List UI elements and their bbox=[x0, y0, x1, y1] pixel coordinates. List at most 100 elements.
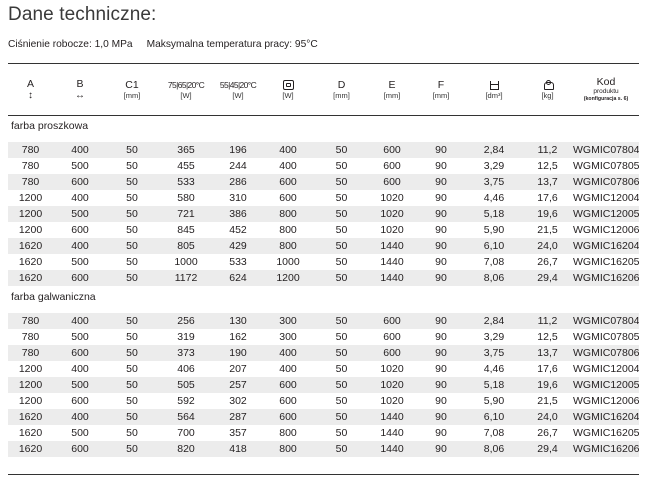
cell-code: WGMIC078060 bbox=[573, 174, 639, 190]
section-title: farba galwaniczna bbox=[11, 290, 96, 303]
cell-vol: 6,10 bbox=[466, 238, 522, 254]
cell-d: 50 bbox=[335, 224, 348, 236]
cell-vol: 4,46 bbox=[483, 192, 505, 204]
cell-mass: 19,6 bbox=[522, 206, 573, 222]
cell-b: 500 bbox=[53, 206, 107, 222]
cell-c1: 50 bbox=[107, 377, 157, 393]
cell-code: WGMIC162050 bbox=[573, 427, 639, 439]
cell-pel: 1200 bbox=[261, 270, 315, 286]
col-header-power-55: 55|45|20°C [W] bbox=[219, 80, 257, 100]
cell-c1: 50 bbox=[126, 256, 138, 268]
cell-a: 780 bbox=[8, 142, 53, 158]
section-header: farba proszkowa bbox=[8, 115, 639, 136]
cell-f: 90 bbox=[435, 331, 447, 343]
cell-b: 400 bbox=[71, 192, 89, 204]
cell-f: 90 bbox=[416, 174, 466, 190]
cell-b: 400 bbox=[53, 238, 107, 254]
cell-vol: 8,06 bbox=[466, 270, 522, 286]
col-header-f: F [mm] bbox=[432, 79, 450, 100]
cell-c1: 50 bbox=[107, 270, 157, 286]
cell-b: 400 bbox=[53, 409, 107, 425]
cell-code: WGMIC162060 bbox=[573, 270, 639, 286]
cell-d: 50 bbox=[315, 345, 368, 361]
cell-c1: 50 bbox=[126, 331, 138, 343]
col-header-d: D [mm] bbox=[333, 79, 350, 100]
max-temperature: Maksymalna temperatura pracy: 95°C bbox=[146, 39, 318, 50]
table-row: 1620 500 50 1000 533 1000 50 1440 90 7,08 26,7 WGMI… bbox=[8, 254, 639, 270]
section-header: farba galwaniczna bbox=[8, 286, 639, 307]
cell-mass: 21,5 bbox=[537, 224, 558, 236]
cell-f: 90 bbox=[416, 270, 466, 286]
col-header-volume: [dm³] bbox=[466, 64, 522, 115]
heater-element-icon bbox=[282, 80, 294, 91]
cell-mass: 11,2 bbox=[522, 313, 573, 329]
cell-pel: 600 bbox=[261, 174, 315, 190]
cell-e: 1020 bbox=[368, 206, 416, 222]
table-row: 1200 400 50 406 207 400 50 1020 90 4,46 17,6 WGMIC1… bbox=[8, 361, 639, 377]
cell-a: 1200 bbox=[18, 395, 43, 407]
cell-p55: 244 bbox=[229, 160, 247, 172]
cell-mass: 21,5 bbox=[537, 395, 558, 407]
table-row: 1620 400 50 564 287 600 50 1440 90 6,10 24,0 WGMIC1… bbox=[8, 409, 639, 425]
cell-e: 600 bbox=[368, 142, 416, 158]
cell-d: 50 bbox=[335, 192, 348, 204]
table-row: 1200 600 50 845 452 800 50 1020 90 5,90 21,5 WGMIC1… bbox=[8, 222, 639, 238]
cell-p75: 805 bbox=[157, 238, 215, 254]
cell-pel: 1000 bbox=[276, 256, 300, 268]
cell-p75: 580 bbox=[177, 192, 195, 204]
cell-p55: 429 bbox=[215, 238, 261, 254]
cell-pel: 400 bbox=[279, 160, 297, 172]
cell-f: 90 bbox=[416, 409, 466, 425]
cell-code: WGMIC078050 bbox=[573, 160, 639, 172]
cell-p75: 406 bbox=[177, 363, 195, 375]
cell-f: 90 bbox=[435, 224, 447, 236]
cell-e: 1440 bbox=[368, 270, 416, 286]
cell-b: 600 bbox=[53, 174, 107, 190]
weight-icon bbox=[543, 80, 554, 91]
cell-f: 90 bbox=[416, 441, 466, 457]
cell-p55: 357 bbox=[229, 427, 247, 439]
cell-p55: 207 bbox=[229, 363, 247, 375]
cell-c1: 50 bbox=[107, 345, 157, 361]
cell-e: 600 bbox=[368, 345, 416, 361]
cell-f: 90 bbox=[435, 363, 447, 375]
cell-d: 50 bbox=[335, 395, 348, 407]
cell-pel: 600 bbox=[279, 395, 297, 407]
cell-b: 400 bbox=[53, 142, 107, 158]
table-row: 1200 500 50 721 386 800 50 1020 90 5,18 19,6 WGMIC1… bbox=[8, 206, 639, 222]
cell-e: 1020 bbox=[380, 363, 404, 375]
cell-d: 50 bbox=[315, 238, 368, 254]
cell-c1: 50 bbox=[107, 142, 157, 158]
cell-code: WGMIC120050 bbox=[573, 206, 639, 222]
table-row: 1620 400 50 805 429 800 50 1440 90 6,10 24,0 WGMIC1… bbox=[8, 238, 639, 254]
cell-b: 600 bbox=[53, 345, 107, 361]
cell-d: 50 bbox=[315, 206, 368, 222]
cell-code: WGMIC120040 bbox=[573, 192, 639, 204]
table-row: 1620 600 50 820 418 800 50 1440 90 8,06 29,4 WGMIC1… bbox=[8, 441, 639, 457]
cell-vol: 3,75 bbox=[466, 345, 522, 361]
cell-code: WGMIC120060 bbox=[573, 395, 639, 407]
cell-d: 50 bbox=[335, 427, 348, 439]
cell-vol: 5,18 bbox=[466, 206, 522, 222]
cell-p75: 592 bbox=[177, 395, 195, 407]
cell-e: 1020 bbox=[380, 224, 404, 236]
cell-e: 1020 bbox=[380, 192, 404, 204]
cell-mass: 19,6 bbox=[522, 377, 573, 393]
table-header-row: A ↕ B ↔ C1 [mm] 75|65|20°C [W] 55|45|20°… bbox=[8, 64, 639, 115]
cell-mass: 13,7 bbox=[522, 174, 573, 190]
cell-mass: 12,5 bbox=[537, 160, 558, 172]
cell-mass: 29,4 bbox=[522, 270, 573, 286]
cell-c1: 50 bbox=[126, 395, 138, 407]
cell-p55: 130 bbox=[215, 313, 261, 329]
cell-c1: 50 bbox=[107, 174, 157, 190]
cell-f: 90 bbox=[416, 377, 466, 393]
cell-vol: 5,18 bbox=[466, 377, 522, 393]
cell-a: 780 bbox=[21, 160, 40, 172]
cell-p55: 190 bbox=[215, 345, 261, 361]
cell-b: 500 bbox=[71, 331, 89, 343]
cell-b: 600 bbox=[53, 441, 107, 457]
cell-code: WGMIC078060 bbox=[573, 345, 639, 361]
cell-a: 1620 bbox=[8, 270, 53, 286]
cell-pel: 600 bbox=[261, 409, 315, 425]
section-galvanic-paint: farba galwaniczna 780 400 50 256 130 300 50 600 9… bbox=[8, 286, 639, 457]
